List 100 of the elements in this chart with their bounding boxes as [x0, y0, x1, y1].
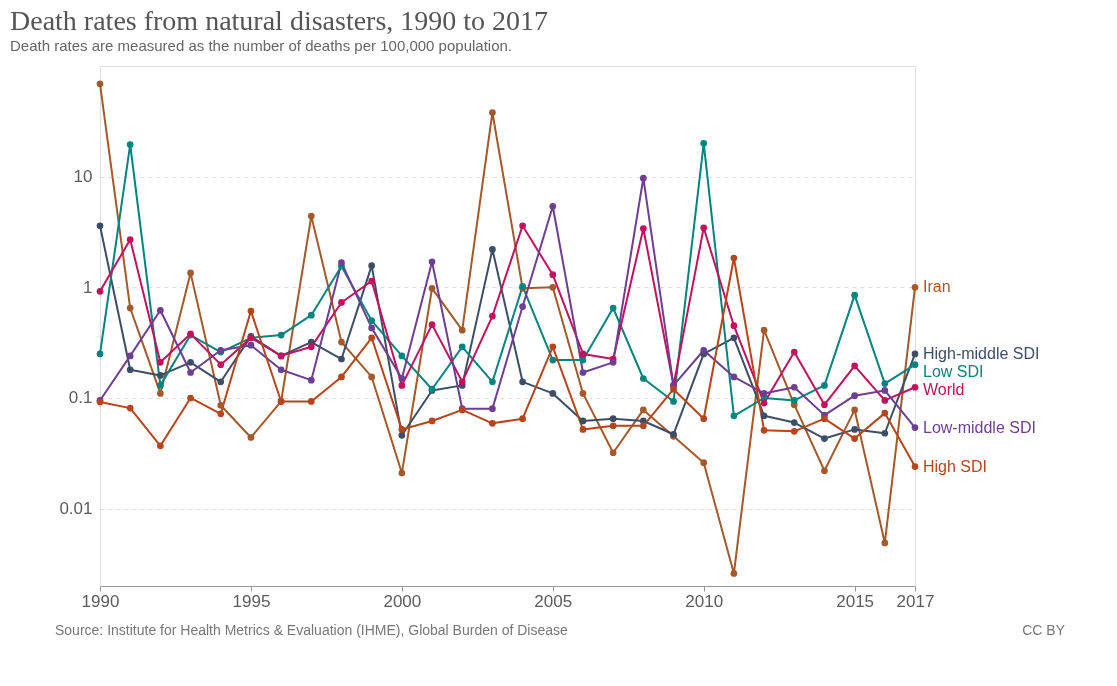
point	[670, 398, 677, 405]
point	[881, 409, 889, 417]
series-label: High-middle SDI	[923, 344, 1040, 362]
point	[368, 262, 376, 269]
point	[247, 434, 255, 441]
point	[217, 410, 225, 418]
point	[760, 427, 768, 434]
point	[489, 420, 496, 427]
point	[277, 366, 285, 374]
point	[790, 427, 798, 435]
point	[851, 406, 858, 414]
point	[489, 378, 496, 386]
point	[730, 254, 738, 262]
point	[398, 431, 406, 439]
point	[579, 390, 587, 397]
point	[96, 287, 104, 295]
point	[157, 372, 164, 379]
point	[790, 397, 798, 404]
point	[821, 467, 828, 475]
point	[277, 331, 285, 339]
point	[126, 366, 134, 374]
series-label: World	[923, 380, 965, 398]
point	[489, 246, 496, 253]
point	[579, 426, 587, 433]
point	[519, 378, 526, 386]
point	[821, 415, 828, 423]
point	[851, 362, 858, 370]
point	[247, 341, 255, 349]
point	[549, 283, 557, 291]
point	[398, 352, 406, 360]
point	[790, 383, 798, 391]
point	[730, 412, 738, 420]
point	[760, 390, 768, 397]
point	[187, 269, 194, 277]
point	[639, 375, 647, 382]
point	[157, 390, 164, 397]
point	[549, 202, 557, 210]
point	[368, 277, 376, 285]
chart-title: Death rates from natural disasters, 1990 to 2017	[10, 5, 549, 36]
point	[519, 303, 526, 310]
point	[428, 284, 436, 292]
point	[489, 109, 496, 116]
point	[851, 291, 858, 299]
point	[157, 442, 164, 450]
point	[639, 225, 647, 232]
point	[126, 304, 134, 312]
point	[730, 570, 738, 577]
point	[700, 459, 708, 467]
point	[911, 463, 919, 470]
point	[639, 406, 647, 414]
point	[398, 469, 406, 477]
point	[760, 412, 768, 420]
point	[549, 343, 557, 351]
point	[579, 356, 587, 364]
point	[157, 306, 164, 314]
point	[217, 361, 225, 369]
point	[821, 382, 828, 389]
point	[881, 397, 889, 404]
point	[579, 350, 587, 358]
chart-subtitle: Death rates are measured as the number of deaths per 100,000 population.	[10, 37, 512, 54]
point	[519, 415, 526, 423]
point	[790, 348, 798, 356]
point	[157, 358, 164, 366]
point	[730, 334, 738, 342]
point	[428, 321, 436, 328]
point	[428, 258, 436, 266]
point	[368, 324, 376, 332]
point	[851, 392, 858, 399]
x-tick-label: 2005	[534, 591, 573, 611]
point	[307, 343, 315, 351]
series-label: Low-middle SDI	[923, 418, 1036, 436]
point	[881, 387, 889, 394]
point	[247, 307, 255, 315]
point	[307, 212, 315, 220]
point	[549, 356, 557, 364]
series-label: Iran	[923, 278, 951, 296]
point	[821, 435, 828, 442]
x-tick-label: 2015	[836, 591, 875, 611]
point	[760, 399, 768, 407]
point	[489, 312, 496, 320]
point	[368, 317, 376, 324]
point	[609, 415, 617, 423]
point	[338, 338, 345, 346]
point	[639, 174, 647, 182]
point	[911, 283, 919, 291]
point	[851, 426, 858, 433]
y-tick-label: 0.01	[59, 499, 93, 519]
text: CC BY	[1022, 622, 1066, 638]
point	[700, 415, 708, 423]
point	[458, 343, 466, 351]
point	[881, 380, 889, 387]
point	[217, 378, 225, 386]
point	[126, 236, 134, 243]
point	[398, 375, 406, 382]
point	[730, 322, 738, 330]
x-tick-label: 2010	[685, 591, 724, 611]
point	[217, 401, 225, 409]
point	[428, 417, 436, 425]
point	[307, 311, 315, 319]
point	[549, 390, 557, 397]
